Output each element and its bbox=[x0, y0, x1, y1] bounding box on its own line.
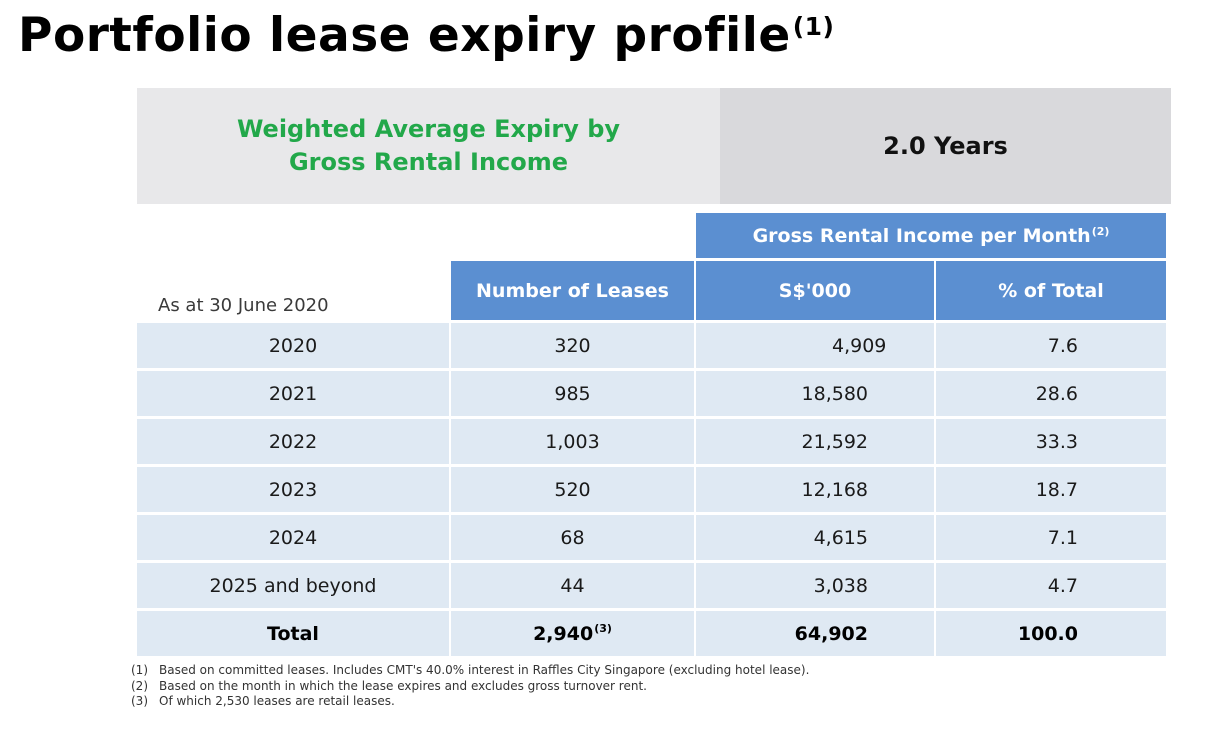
gross-rental-income-header: Gross Rental Income per Month (2) bbox=[696, 213, 1166, 258]
pct-total-header: % of Total bbox=[936, 261, 1166, 320]
wale-value: 2.0 Years bbox=[883, 132, 1008, 160]
row-year: 2021 bbox=[137, 371, 449, 416]
row-year: 2023 bbox=[137, 467, 449, 512]
wale-label-box: Weighted Average Expiry by Gross Rental … bbox=[137, 88, 720, 204]
number-of-leases-header: Number of Leases bbox=[451, 261, 694, 320]
footnote: (1) Based on committed leases. Includes C… bbox=[131, 663, 809, 679]
row-pct: 7.1 bbox=[936, 515, 1166, 560]
total-sgd: 64,902 bbox=[696, 611, 934, 656]
row-leases: 520 bbox=[451, 467, 694, 512]
row-sgd: 12,168 bbox=[696, 467, 934, 512]
footnote-number: (3) bbox=[131, 694, 148, 708]
total-label: Total bbox=[137, 611, 449, 656]
page-title-text: Portfolio lease expiry profile bbox=[18, 8, 791, 63]
total-leases-value: 2,940 bbox=[533, 622, 594, 645]
gross-rental-income-footnote-ref: (2) bbox=[1091, 225, 1110, 238]
footnote-text: Based on the month in which the lease ex… bbox=[159, 678, 647, 693]
footnotes: (1) Based on committed leases. Includes C… bbox=[131, 663, 809, 710]
row-sgd: 4,909 bbox=[696, 323, 934, 368]
row-year: 2020 bbox=[137, 323, 449, 368]
footnote: (2) Based on the month in which the lease… bbox=[131, 679, 809, 695]
total-leases: 2,940 (3) bbox=[451, 611, 694, 656]
wale-value-box: 2.0 Years bbox=[720, 88, 1171, 204]
gross-rental-income-header-text: Gross Rental Income per Month bbox=[752, 224, 1091, 247]
total-pct: 100.0 bbox=[936, 611, 1166, 656]
page-title: Portfolio lease expiry profile(1) bbox=[18, 8, 834, 63]
footnote-text: Based on committed leases. Includes CMT'… bbox=[159, 663, 810, 677]
footnote: (3) Of which 2,530 leases are retail leas… bbox=[131, 694, 809, 710]
row-pct: 33.3 bbox=[936, 419, 1166, 464]
row-year: 2022 bbox=[137, 419, 449, 464]
row-pct: 28.6 bbox=[936, 371, 1166, 416]
total-leases-footnote-ref: (3) bbox=[594, 622, 612, 635]
row-sgd: 21,592 bbox=[696, 419, 934, 464]
row-leases: 68 bbox=[451, 515, 694, 560]
footnote-number: (2) bbox=[131, 678, 148, 693]
wale-label: Weighted Average Expiry by Gross Rental … bbox=[236, 115, 621, 176]
row-pct: 4.7 bbox=[936, 563, 1166, 608]
row-leases: 320 bbox=[451, 323, 694, 368]
footnote-number: (1) bbox=[131, 663, 148, 677]
row-sgd: 18,580 bbox=[696, 371, 934, 416]
sgd-header: S$'000 bbox=[696, 261, 934, 320]
row-pct: 18.7 bbox=[936, 467, 1166, 512]
footnote-text: Of which 2,530 leases are retail leases. bbox=[159, 694, 395, 708]
row-leases: 44 bbox=[451, 563, 694, 608]
row-year: 2025 and beyond bbox=[137, 563, 449, 608]
row-pct: 7.6 bbox=[936, 323, 1166, 368]
as-at-date: As at 30 June 2020 bbox=[158, 295, 329, 316]
row-sgd: 4,615 bbox=[696, 515, 934, 560]
title-footnote-ref: (1) bbox=[792, 12, 835, 41]
row-leases: 985 bbox=[451, 371, 694, 416]
row-year: 2024 bbox=[137, 515, 449, 560]
row-leases: 1,003 bbox=[451, 419, 694, 464]
row-sgd: 3,038 bbox=[696, 563, 934, 608]
